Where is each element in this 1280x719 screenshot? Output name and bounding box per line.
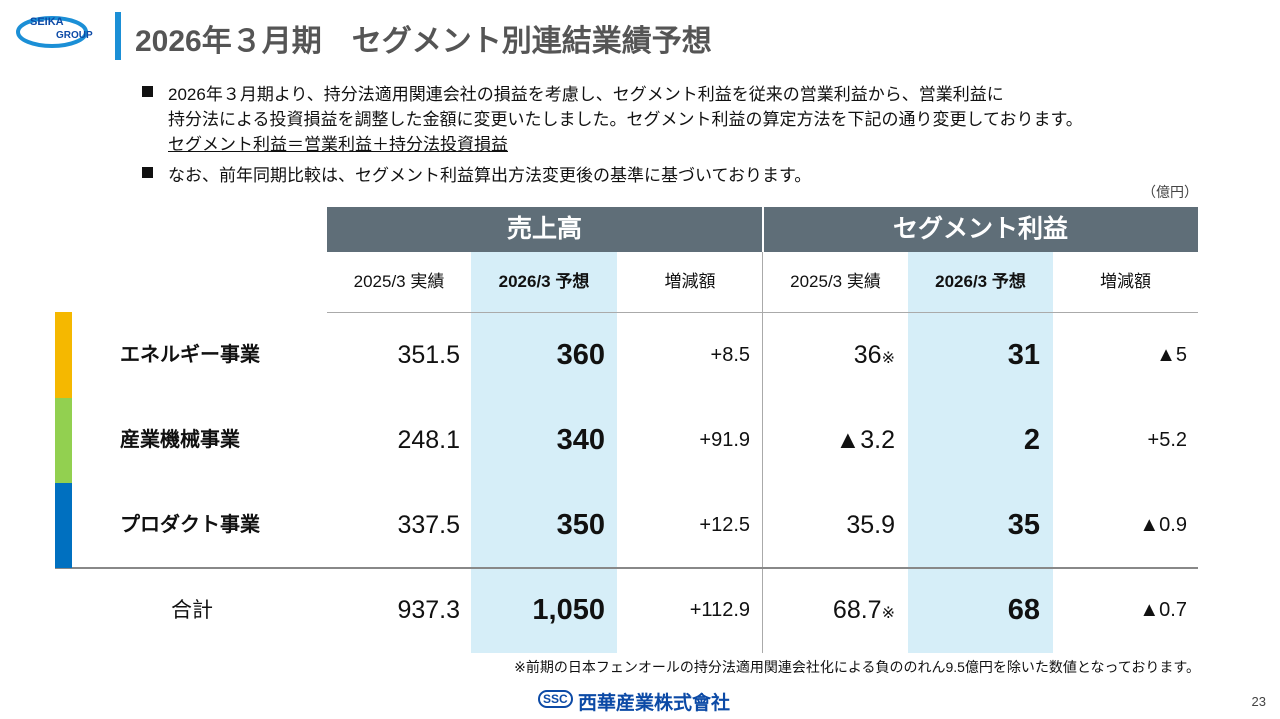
subheader: 2026/3 予想 — [935, 272, 1026, 291]
title: 2026年３月期 セグメント別連結業績予想 — [135, 25, 712, 58]
cell: 337.5 — [397, 511, 460, 539]
cell: 2 — [1023, 424, 1040, 456]
cell-value: 36 — [853, 341, 882, 369]
cell: 340 — [556, 424, 605, 456]
bullet-square — [142, 167, 153, 178]
highlight — [908, 252, 1053, 653]
cell-value: 68.7 — [832, 596, 882, 624]
page-number: 23 — [1251, 694, 1266, 709]
bullet-square — [142, 86, 153, 97]
subheader: 2025/3 実績 — [790, 272, 881, 291]
cell: ▲5 — [1156, 344, 1187, 366]
cell: 68.7※ — [755, 568, 895, 653]
segment-color — [55, 483, 72, 568]
rule — [327, 312, 1198, 313]
cell: 248.1 — [397, 426, 460, 454]
subheader: 増減額 — [1100, 272, 1151, 291]
cell: 351.5 — [397, 341, 460, 369]
cell: ▲3.2 — [835, 426, 896, 454]
cell: 350 — [556, 509, 605, 541]
segment-color — [55, 398, 72, 483]
rule — [55, 567, 1198, 569]
cell-note: ※ — [881, 605, 895, 622]
footer-company: 西華産業株式會社 — [578, 693, 731, 714]
bullet-text: 持分法による投資損益を調整した金額に変更いたしました。セグメント利益の算定方法を… — [168, 110, 1083, 129]
cell: +112.9 — [689, 599, 750, 621]
cell: 360 — [556, 339, 605, 371]
cell: +91.9 — [699, 429, 750, 451]
cell-note: ※ — [881, 350, 895, 367]
row-label: プロダクト事業 — [120, 514, 260, 536]
cell: 68 — [1007, 594, 1040, 626]
cell: 35.9 — [846, 511, 895, 539]
cell: 31 — [1007, 339, 1040, 371]
unit: （億円） — [1142, 184, 1198, 200]
footer-logo: SSC — [538, 690, 573, 708]
cell: +8.5 — [710, 344, 750, 366]
footnote: ※前期の日本フェンオールの持分法適用関連会社化による負ののれん9.5億円を除いた… — [514, 659, 1200, 675]
group-header: セグメント利益 — [892, 215, 1068, 243]
bullet-text: なお、前年同期比較は、セグメント利益算出方法変更後の基準に基づいております。 — [168, 166, 812, 185]
cell: 937.3 — [397, 596, 460, 624]
row-label: エネルギー事業 — [120, 344, 260, 366]
formula: セグメント利益＝営業利益＋持分法投資損益 — [168, 135, 508, 154]
cell: +12.5 — [699, 514, 750, 536]
row-label: 産業機械事業 — [120, 429, 240, 451]
cell: ▲0.9 — [1139, 514, 1187, 536]
logo-mark — [16, 16, 88, 48]
cell: +5.2 — [1147, 429, 1187, 451]
segment-color — [55, 312, 72, 398]
group-header: 売上高 — [506, 215, 582, 243]
cell: 36※ — [755, 313, 895, 398]
highlight — [471, 252, 617, 653]
logo-bottom: GROUP — [56, 30, 93, 41]
divider — [762, 207, 764, 252]
logo-top: SEIKA — [30, 16, 64, 28]
subheader: 2025/3 実績 — [353, 272, 445, 291]
cell: ▲0.7 — [1139, 599, 1187, 621]
cell: 35 — [1007, 509, 1040, 541]
row-label: 合計 — [171, 599, 213, 622]
title-bar — [115, 12, 121, 60]
subheader: 2026/3 予想 — [498, 272, 590, 291]
logo: SEIKA GROUP — [14, 10, 104, 54]
divider — [762, 252, 763, 653]
cell: 1,050 — [532, 594, 605, 626]
bullet-text: 2026年３月期より、持分法適用関連会社の損益を考慮し、セグメント利益を従来の営… — [168, 85, 1004, 104]
subheader: 増減額 — [664, 272, 716, 291]
